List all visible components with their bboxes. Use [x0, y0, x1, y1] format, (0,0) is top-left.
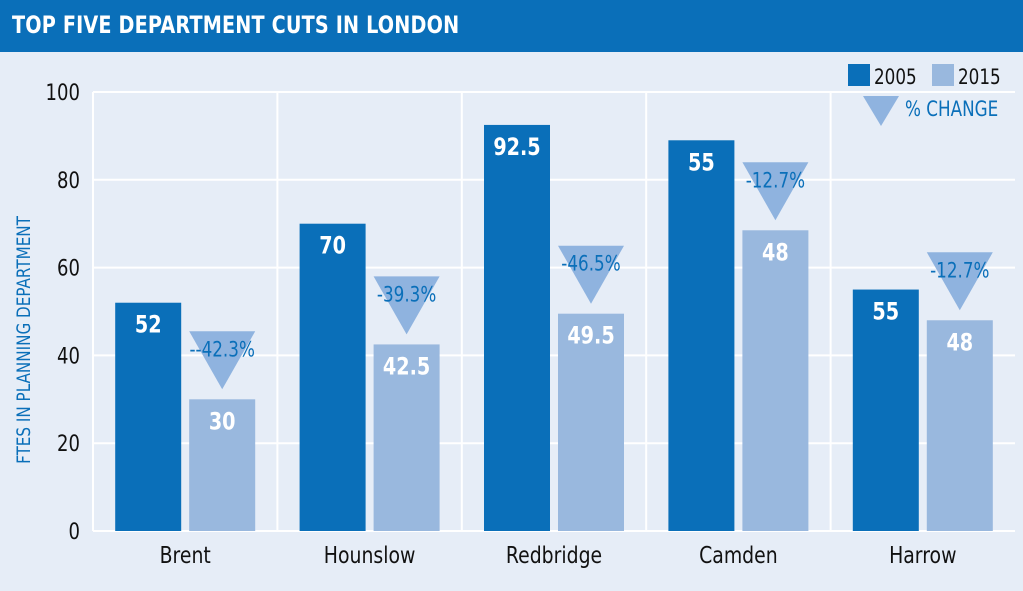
x-tick-label: Redbridge [506, 541, 602, 568]
y-tick-label: 40 [57, 343, 80, 369]
bar-2005 [852, 289, 919, 531]
change-marker [189, 331, 256, 390]
legend-label-2005: 2005 [874, 65, 917, 89]
bar-label-2015: 30 [209, 408, 236, 436]
bar-2015 [373, 344, 440, 531]
change-label: --42.3% [189, 338, 254, 362]
bar-2015 [742, 230, 809, 531]
change-marker [558, 245, 624, 304]
bar-2005 [299, 223, 366, 531]
x-tick-label: Camden [699, 541, 778, 568]
legend-change-marker [863, 96, 899, 126]
bar-2015 [926, 320, 993, 531]
bar-2015 [189, 399, 256, 531]
bar-label-2015: 49.5 [567, 323, 614, 351]
y-axis-title: FTES IN PLANNING DEPARTMENT [13, 216, 35, 464]
bar-label-2005: 52 [135, 312, 162, 340]
bar-label-2015: 48 [946, 329, 973, 357]
bar-2005 [115, 302, 182, 531]
bar-label-2015: 42.5 [383, 353, 430, 381]
bar-2015 [558, 313, 624, 531]
bar-2005 [668, 140, 735, 532]
legend-label-change: % CHANGE [905, 97, 998, 121]
change-label: -46.5% [561, 252, 620, 276]
chart-title: TOP FIVE DEPARTMENT CUTS IN LONDON [12, 11, 460, 39]
bar-label-2005: 92.5 [493, 134, 540, 162]
y-tick-label: 20 [57, 430, 80, 456]
x-tick-label: Brent [160, 541, 211, 568]
change-marker [373, 276, 440, 335]
change-label: -12.7% [930, 259, 989, 283]
y-tick-label: 0 [69, 518, 80, 544]
change-marker [742, 162, 809, 221]
y-tick-label: 100 [46, 79, 80, 105]
legend-swatch-2015 [932, 64, 954, 86]
legend-swatch-2005 [848, 64, 870, 86]
change-label: -39.3% [377, 283, 436, 307]
change-marker [926, 252, 993, 311]
bar-label-2005: 55 [688, 149, 715, 177]
legend-label-2015: 2015 [958, 65, 1001, 89]
bar-label-2005: 70 [319, 233, 346, 261]
x-tick-label: Hounslow [324, 541, 416, 568]
x-tick-label: Harrow [889, 541, 956, 568]
change-label: -12.7% [746, 169, 805, 193]
y-tick-label: 60 [57, 255, 80, 281]
bar-label-2015: 48 [762, 239, 789, 267]
title-bar: TOP FIVE DEPARTMENT CUTS IN LONDON [0, 0, 1023, 52]
bar-2005 [484, 124, 550, 532]
y-tick-label: 80 [57, 167, 80, 193]
bar-label-2005: 55 [872, 299, 899, 327]
